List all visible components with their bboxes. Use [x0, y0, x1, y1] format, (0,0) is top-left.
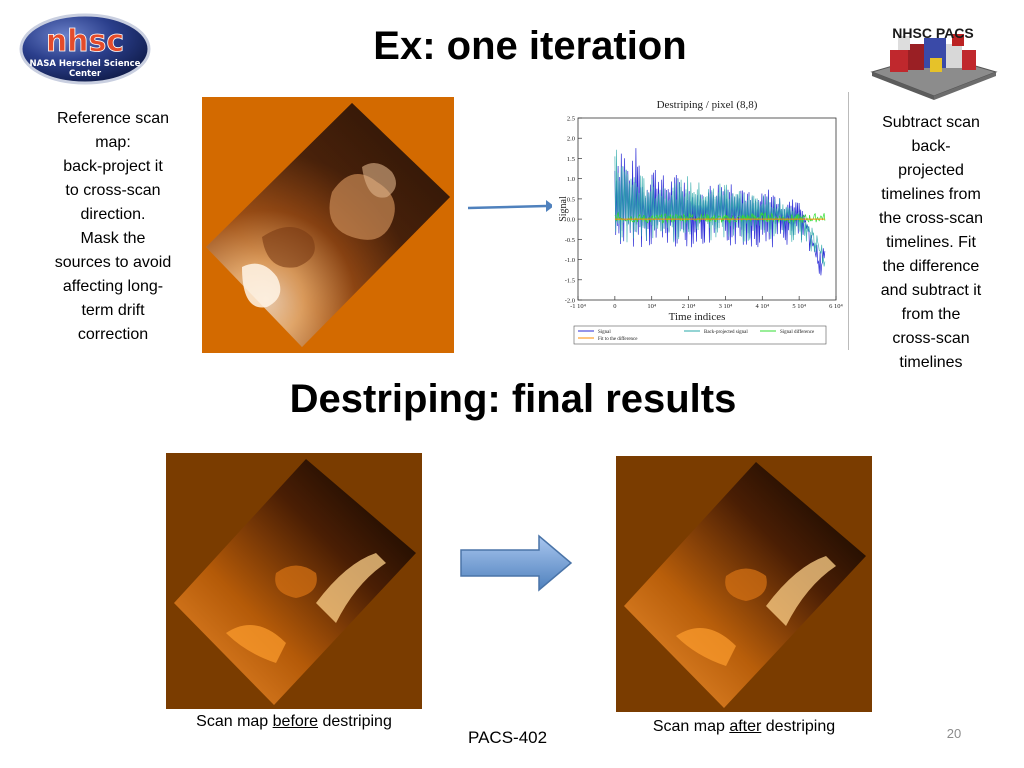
pacs-logo: NHSC PACS — [868, 14, 998, 100]
left-line: map: — [95, 134, 131, 151]
chart-title: Destriping / pixel (8,8) — [657, 99, 758, 111]
left-line: affecting long- — [62, 278, 164, 295]
scan-map-before-image — [166, 453, 422, 709]
left-description: Reference scan map: back-project it to c… — [40, 107, 186, 347]
series-line-2 — [614, 149, 826, 267]
y-tick-label: 0.5 — [567, 196, 575, 203]
nhsc-logo-graphic: nhsc NASA Herschel Science Center — [19, 13, 151, 85]
left-line: to cross-scan — [65, 182, 161, 199]
y-tick-label: 2.0 — [567, 136, 575, 143]
nhsc-logo-sub2: Center — [69, 69, 102, 79]
nhsc-logo-sub1: NASA Herschel Science — [30, 59, 141, 69]
x-tick-label: 5 10⁴ — [792, 303, 806, 310]
x-axis-label: Time indices — [669, 311, 726, 323]
x-tick-label: 6 10⁴ — [829, 303, 843, 310]
left-line: sources to avoid — [54, 254, 172, 271]
caption-after-word: after — [729, 718, 762, 735]
legend-label: Signal — [598, 330, 611, 335]
right-line: timelines from — [881, 186, 981, 203]
slide-title: Ex: one iteration — [373, 24, 687, 68]
legend-label: Signal difference — [780, 330, 815, 335]
x-tick-label: 10⁴ — [647, 303, 657, 310]
scan-map-before — [166, 453, 422, 709]
x-tick-label: 2 10⁴ — [682, 303, 696, 310]
left-line: term drift — [81, 302, 145, 319]
right-description: Subtract scan back- projected timelines … — [860, 111, 1002, 375]
right-line: timelines — [899, 354, 963, 371]
right-line: timelines. Fit — [886, 234, 976, 251]
x-tick-label: -1 10⁴ — [570, 303, 587, 310]
caption-before-suffix: destriping — [318, 713, 392, 730]
page-number: 20 — [946, 726, 962, 741]
right-line: from the — [901, 306, 961, 323]
left-line: direction. — [80, 206, 146, 223]
x-tick-label: 0 — [613, 303, 616, 310]
left-line: back-project it — [63, 158, 163, 175]
right-line: Subtract scan — [882, 114, 980, 131]
y-tick-label: -1.0 — [565, 257, 575, 264]
x-tick-label: 4 10⁴ — [755, 303, 769, 310]
right-line: the difference — [882, 258, 980, 275]
x-tick-label: 3 10⁴ — [719, 303, 733, 310]
reference-scan-map-image — [202, 97, 454, 353]
y-tick-label: 1.0 — [567, 176, 575, 183]
y-tick-label: -2.0 — [565, 298, 575, 305]
nhsc-logo-text: nhsc — [46, 24, 124, 59]
caption-after: Scan map after destriping — [616, 718, 872, 736]
arrow-right-icon — [460, 534, 573, 592]
caption-before-word: before — [272, 713, 319, 730]
caption-before-prefix: Scan map — [196, 713, 273, 730]
section-title: Destriping: final results — [289, 377, 737, 421]
right-line: the cross-scan — [878, 210, 984, 227]
caption-after-prefix: Scan map — [652, 718, 730, 735]
y-tick-label: 2.5 — [567, 116, 575, 123]
destriping-chart: Destriping / pixel (8,8) 2.5 2.0 1.5 1.0 0.5 0… — [552, 92, 849, 350]
legend-label: Fit to the difference — [598, 337, 638, 342]
left-line: Mask the — [80, 230, 146, 247]
footer-label: PACS-402 — [468, 728, 548, 747]
y-tick-label: -1.5 — [565, 277, 575, 284]
pacs-logo-text: NHSC PACS — [892, 25, 973, 41]
arrow-right-icon — [467, 200, 554, 212]
before-after-arrow — [459, 534, 573, 592]
scan-map-after-image — [616, 456, 872, 712]
arrow-to-chart — [466, 196, 556, 220]
caption-after-suffix: destriping — [761, 718, 836, 735]
scan-map-after — [616, 456, 872, 712]
legend-label: Back-projected signal — [704, 330, 748, 335]
reference-scan-map — [202, 97, 454, 353]
destriping-chart-svg: Destriping / pixel (8,8) 2.5 2.0 1.5 1.0 0.5 0… — [558, 99, 844, 345]
left-line: Reference scan — [56, 110, 170, 127]
right-line: projected — [898, 162, 964, 179]
y-axis-label: Signal — [558, 196, 569, 222]
y-tick-label: 1.5 — [567, 156, 575, 163]
caption-before: Scan map before destriping — [166, 713, 422, 731]
nhsc-logo: nhsc NASA Herschel Science Center — [18, 13, 152, 85]
y-tick-label: -0.5 — [565, 237, 575, 244]
right-line: back- — [911, 138, 951, 155]
right-line: and subtract it — [880, 282, 982, 299]
right-line: cross-scan — [892, 330, 970, 347]
pacs-logo-graphic: NHSC PACS — [870, 25, 998, 100]
y-tick-label: 0.0 — [567, 217, 575, 224]
left-line: correction — [77, 326, 149, 343]
